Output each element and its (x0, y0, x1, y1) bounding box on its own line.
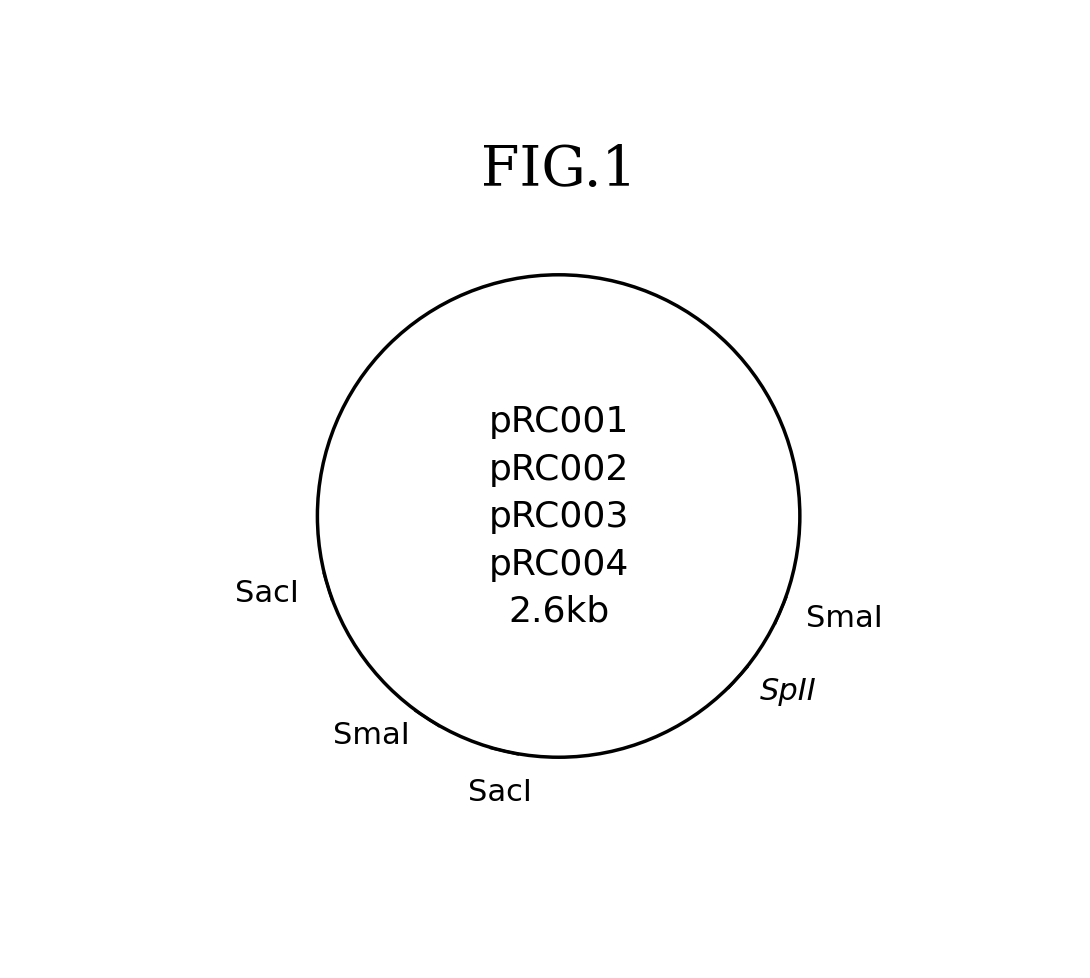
Text: pRC004: pRC004 (488, 547, 629, 581)
Circle shape (317, 276, 800, 758)
Text: FIG.1: FIG.1 (481, 143, 637, 198)
Text: SacI: SacI (234, 578, 299, 607)
Text: 2.6kb: 2.6kb (508, 595, 609, 628)
Text: pRC002: pRC002 (488, 452, 629, 486)
Text: SacI: SacI (469, 778, 532, 806)
Text: SmaI: SmaI (332, 720, 410, 749)
Text: pRC001: pRC001 (488, 405, 629, 438)
Text: SpII: SpII (760, 676, 816, 705)
Text: pRC003: pRC003 (488, 500, 629, 533)
Text: SmaI: SmaI (806, 603, 882, 633)
